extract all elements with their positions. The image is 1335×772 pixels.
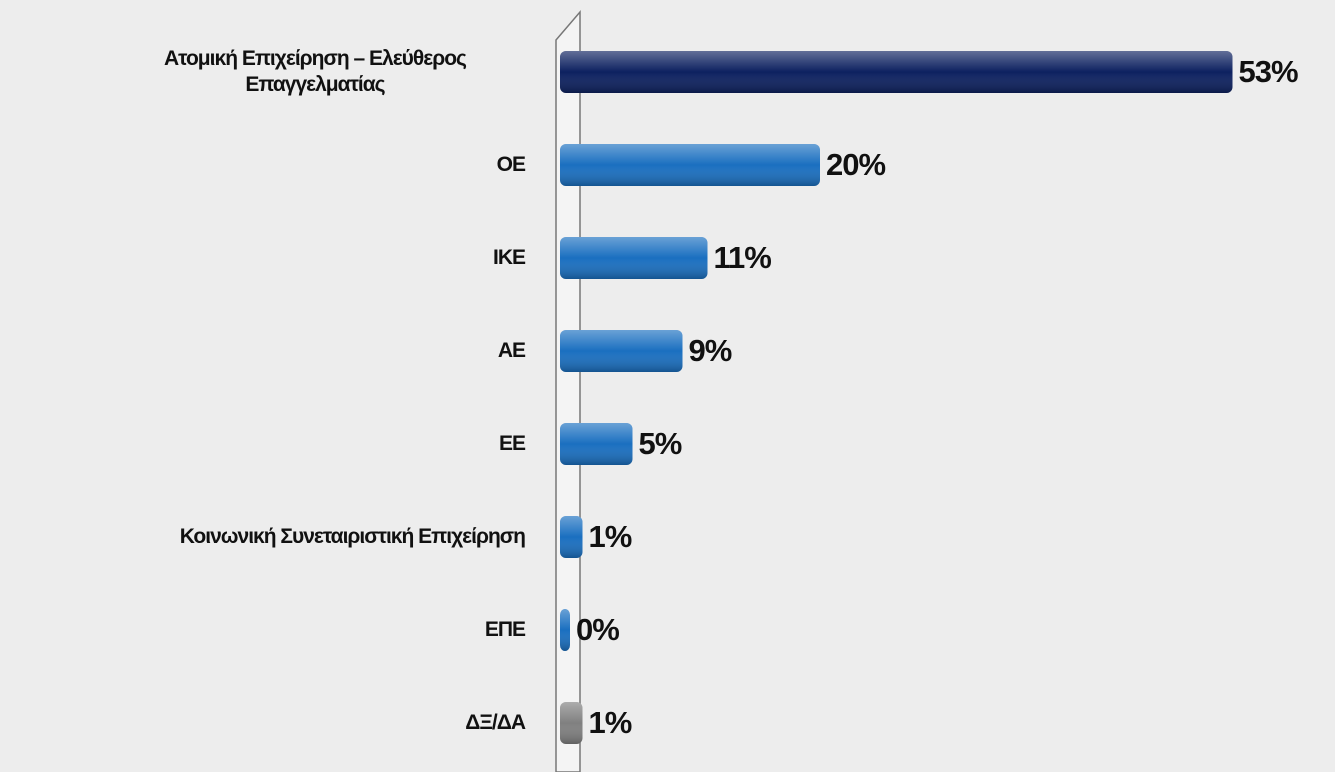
category-label: ΕΠΕ (484, 618, 526, 641)
value-label: 9% (689, 333, 732, 368)
bar-shade (560, 51, 1233, 93)
category-label: ΕΕ (498, 432, 526, 455)
value-label: 11% (714, 240, 772, 275)
bar-shade (560, 144, 820, 186)
category-label: ΔΞ/ΔΑ (465, 711, 526, 734)
category-label: Κοινωνική Συνεταιριστική Επιχείρηση (179, 525, 526, 548)
axis-wall (555, 9, 581, 772)
value-label: 1% (589, 519, 632, 554)
bar-shade (560, 423, 633, 465)
category-label: Ατομική Επιχείρηση – Ελεύθερος Επαγγελμα… (164, 47, 467, 96)
value-label: 1% (589, 705, 632, 740)
category-label: ΙΚΕ (492, 246, 526, 269)
value-label: 20% (826, 147, 885, 182)
bar-shade (560, 237, 708, 279)
category-label: ΟΕ (496, 153, 526, 176)
category-label: ΑΕ (497, 339, 526, 362)
bar-shade (560, 330, 683, 372)
bar-shade (560, 702, 583, 744)
value-label: 53% (1239, 54, 1298, 89)
value-label: 5% (639, 426, 682, 461)
value-label: 0% (576, 612, 619, 647)
bar-shade (560, 516, 583, 558)
bar-shade (560, 609, 570, 651)
